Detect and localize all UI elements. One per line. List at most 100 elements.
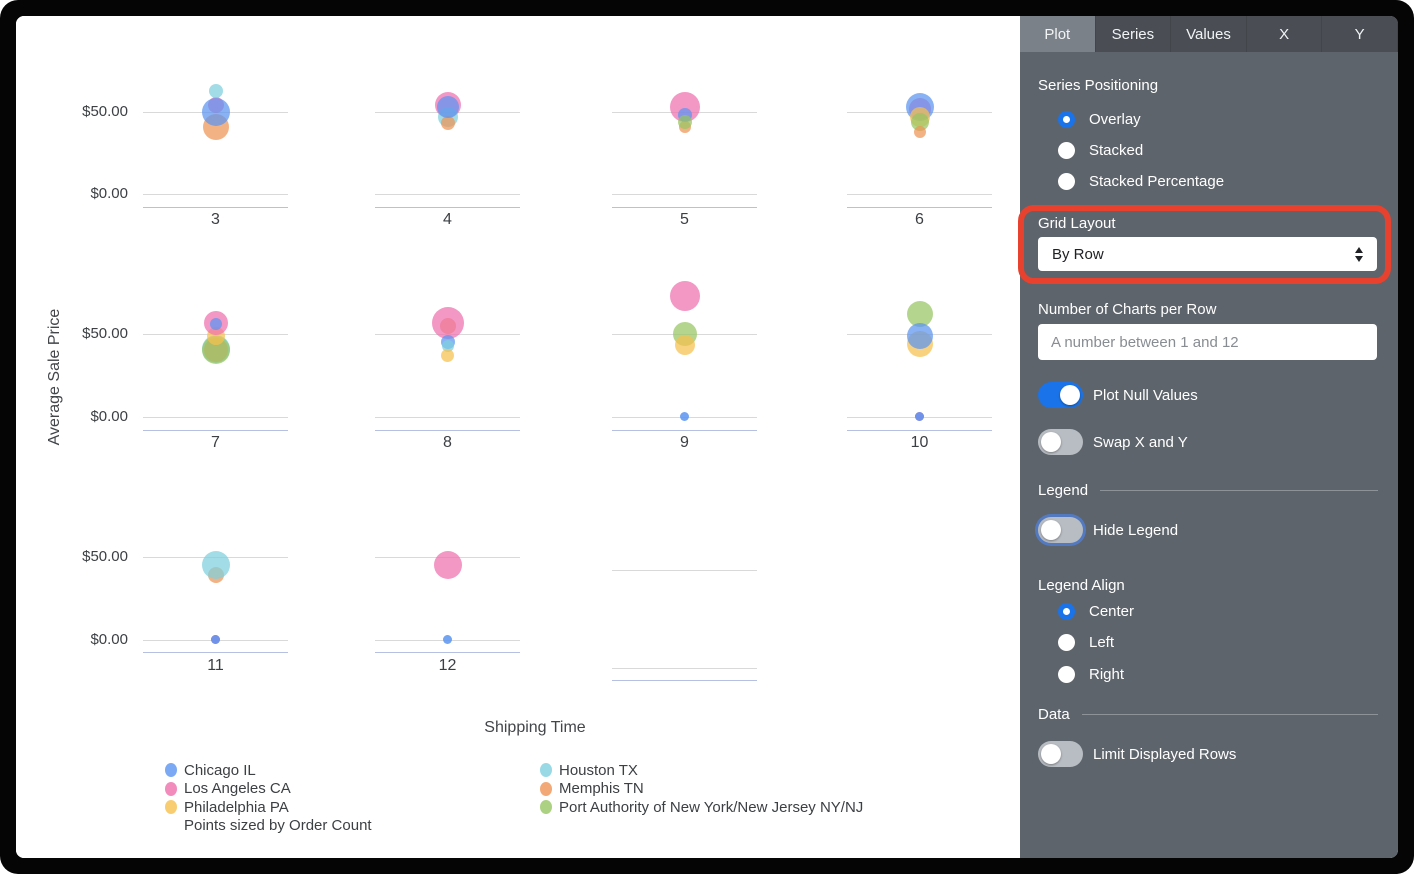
tab-y[interactable]: Y [1322,16,1398,52]
bubble-chicago [436,96,459,119]
section-title-data: Data [1038,706,1070,723]
bubble-los [431,306,464,339]
legend-label: Philadelphia PA [184,798,289,816]
bubble-chicago [680,411,689,421]
tab-plot[interactable]: Plot [1020,16,1096,52]
legend-item[interactable]: Los Angeles CA [165,780,372,799]
section-title-legend: Legend [1038,482,1089,499]
facet-label-12: 12 [438,657,457,674]
legend-item[interactable]: Memphis TN [540,780,863,799]
legend-label: Port Authority of New York/New Jersey NY… [559,798,864,816]
visualization-window: Average Sale Price Shipping Time 3 4 5 6 7 8 9… [16,16,1398,858]
radio-row-center[interactable]: Center [1058,603,1134,620]
facet-label-10: 10 [910,434,929,451]
radio-row-left[interactable]: Left [1058,634,1114,651]
facet-axis-line [143,652,288,653]
radio-center[interactable] [1058,603,1075,620]
legend-swatch [540,763,552,778]
toggle-swap-x-and-y[interactable] [1038,429,1083,455]
radio-overlay[interactable] [1058,111,1075,128]
grid-layout-label: Grid Layout [1038,215,1116,232]
x-axis-title: Shipping Time [484,719,586,736]
radio-label-stacked-percentage: Stacked Percentage [1089,173,1225,190]
facet-gridline [143,194,288,195]
toggle-hide-legend[interactable] [1038,517,1083,543]
radio-label-right: Right [1089,666,1125,683]
toggle-label-limit-displayed-rows: Limit Displayed Rows [1093,745,1237,763]
legend-align-label: Legend Align [1038,577,1125,594]
radio-stacked-percentage[interactable] [1058,173,1075,190]
radio-left[interactable] [1058,634,1075,651]
tab-x[interactable]: X [1247,16,1323,52]
facet-axis-line [612,430,757,431]
facet-label-8: 8 [443,434,452,451]
toggle-label-hide-legend: Hide Legend [1093,521,1179,539]
bubble-chicago [211,634,220,644]
toggle-row-plot-null-values[interactable]: Plot Null Values [1038,382,1198,408]
section-divider [1100,490,1378,491]
bubble-chicago [906,322,933,349]
facet-axis-line [375,652,520,653]
legend-swatch [540,781,552,796]
bubble-port [910,112,929,131]
facet-label-5: 5 [680,211,689,228]
radio-row-stacked[interactable]: Stacked [1058,142,1143,159]
toggle-label-plot-null-values: Plot Null Values [1093,386,1198,404]
toggle-row-limit-displayed-rows[interactable]: Limit Displayed Rows [1038,741,1236,767]
bubble-houston [201,551,230,580]
tab-series[interactable]: Series [1096,16,1172,52]
arrow-up-icon [1355,246,1363,253]
legend-item[interactable]: Philadelphia PA [165,798,372,817]
y-tick-label: $0.00 [90,185,128,202]
facet-axis-line [143,207,288,208]
facet-label-6: 6 [915,211,924,228]
series-positioning-label: Series Positioning [1038,77,1159,94]
radio-row-stacked-percentage[interactable]: Stacked Percentage [1058,173,1224,190]
radio-stacked[interactable] [1058,142,1075,159]
toggle-knob [1041,744,1061,764]
toggle-knob [1041,520,1061,540]
toggle-row-hide-legend[interactable]: Hide Legend [1038,517,1178,543]
facet-axis-line [375,207,520,208]
facet-label-3: 3 [211,211,220,228]
facet-axis-line [847,207,992,208]
toggle-row-swap-x-and-y[interactable]: Swap X and Y [1038,429,1188,455]
legend-item[interactable]: Port Authority of New York/New Jersey NY… [540,798,863,817]
y-tick-label: $50.00 [82,325,128,342]
legend-label: Memphis TN [559,780,644,798]
arrow-down-icon [1355,255,1363,262]
facet-gridline [375,417,520,418]
radio-label-center: Center [1089,603,1135,620]
y-tick-label: $0.00 [90,408,128,425]
settings-panel: Plot Series Values X Y Series Positioning Ove… [1018,16,1398,858]
legend-swatch-spacer [165,819,177,833]
legend-swatch [165,800,177,815]
legend-column: Chicago IL Los Angeles CA Philadelphia PA P… [165,761,372,835]
charts-per-row-input[interactable] [1038,324,1377,360]
toggle-plot-null-values[interactable] [1038,382,1083,408]
grid-layout-select[interactable]: By Row [1038,237,1377,271]
toggle-knob [1041,432,1061,452]
facet-axis-line [143,430,288,431]
y-axis-title: Average Sale Price [46,308,63,446]
legend-column: Houston TX Memphis TN Port Authority of Ne… [540,761,863,817]
bubble-chicago [201,98,230,126]
bubble-chicago [915,411,924,421]
facet-axis-line [612,207,757,208]
radio-row-right[interactable]: Right [1058,666,1124,683]
bubble-chicago [209,318,222,331]
toggle-limit-displayed-rows[interactable] [1038,741,1083,767]
bubble-los [433,551,462,580]
legend-note-text: Points sized by Order Count [184,817,372,835]
legend-label: Chicago IL [184,761,256,779]
bubble-los [669,281,700,312]
grid-layout-value: By Row [1052,245,1104,263]
radio-row-overlay[interactable]: Overlay [1058,111,1141,128]
legend-item[interactable]: Chicago IL [165,761,372,780]
tab-values[interactable]: Values [1171,16,1247,52]
toggle-knob [1060,385,1080,405]
bubble-chicago [443,634,452,644]
radio-right[interactable] [1058,666,1075,683]
legend-item[interactable]: Houston TX [540,761,863,780]
